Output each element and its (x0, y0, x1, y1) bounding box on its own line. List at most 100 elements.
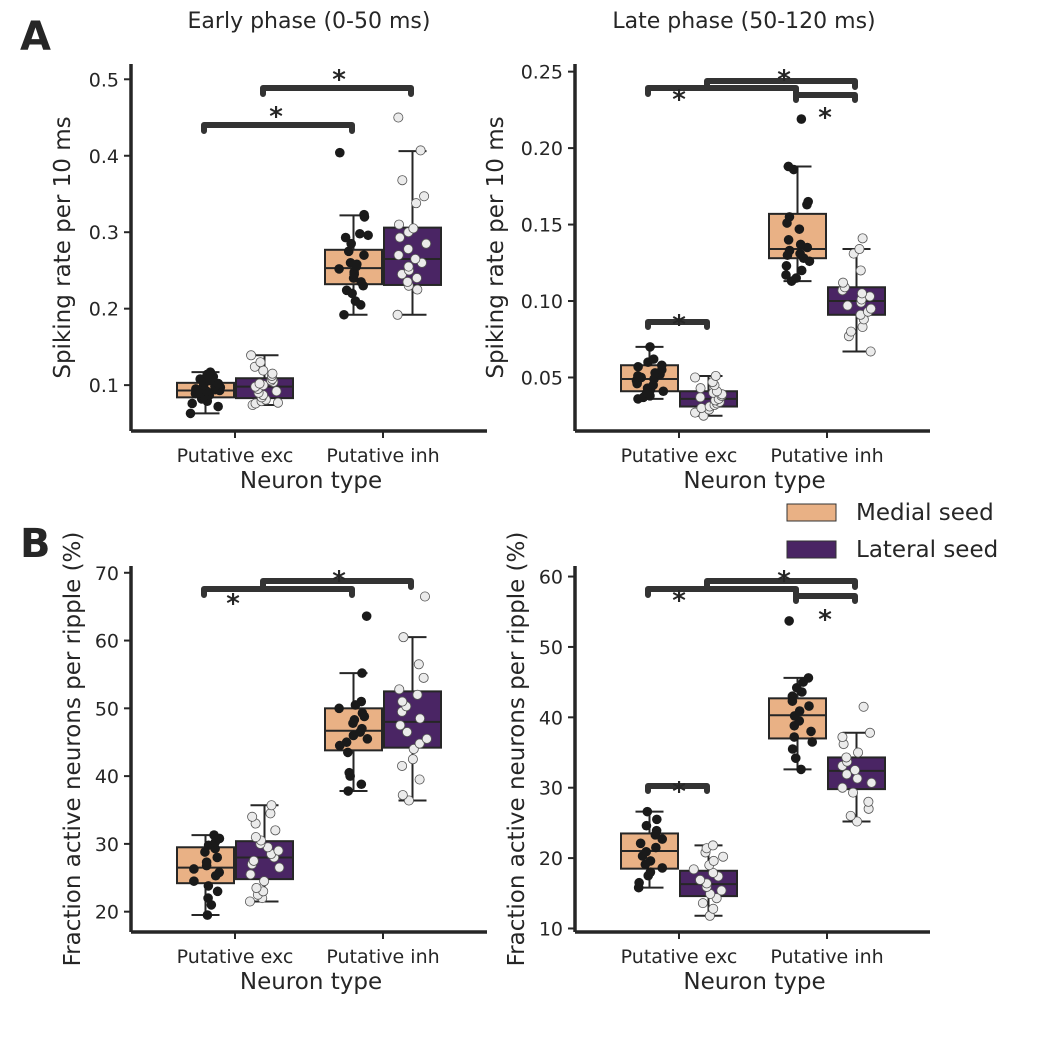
significance-bracket: * (645, 310, 710, 340)
bracket-line (645, 85, 799, 97)
data-point (394, 684, 405, 695)
data-point (857, 233, 868, 244)
data-point (690, 372, 701, 383)
y-tick-label: 40 (539, 707, 563, 729)
data-point (254, 378, 265, 389)
data-point (398, 632, 409, 643)
data-point (267, 368, 278, 379)
data-point (361, 611, 372, 621)
significance-star: * (818, 605, 832, 635)
data-point (633, 361, 643, 372)
data-point (397, 696, 408, 707)
significance-bracket: * (645, 85, 799, 115)
data-point (413, 659, 424, 670)
column-title-late: Late phase (50-120 ms) (612, 9, 875, 34)
data-point (419, 191, 430, 202)
y-tick-label: 50 (539, 637, 563, 659)
data-point (349, 715, 360, 725)
bracket-line (260, 578, 414, 590)
y-tick-label: 60 (539, 567, 563, 589)
data-point (255, 357, 266, 368)
data-point (806, 726, 816, 737)
box-lateral-inh (383, 112, 442, 320)
data-point (695, 383, 706, 394)
data-point (790, 753, 801, 763)
y-tick-label: 0.10 (521, 291, 563, 313)
x-tick-label: Putative inh (326, 946, 439, 968)
data-point (794, 224, 805, 234)
data-point (865, 346, 876, 357)
significance-bracket: * (645, 586, 799, 616)
data-point (412, 689, 423, 700)
significance-star: * (672, 777, 686, 807)
data-point (202, 910, 213, 920)
box-lateral-inh (383, 591, 442, 806)
box-lateral-exc (235, 800, 294, 907)
data-point (634, 877, 644, 888)
y-tick-label: 0.20 (521, 138, 563, 160)
x-tick-label: Putative exc (621, 946, 738, 968)
data-point (201, 857, 212, 867)
panel-letter-a: A (20, 14, 51, 60)
data-point (393, 112, 404, 123)
data-point (394, 232, 405, 243)
bracket-line (645, 586, 799, 598)
data-point (354, 228, 365, 239)
y-tick-label: 0.3 (89, 222, 119, 244)
bracket-line (793, 92, 858, 103)
data-point (395, 720, 406, 731)
bracket-line (201, 586, 355, 598)
data-point (244, 896, 255, 907)
bracket-line (645, 319, 710, 330)
data-point (658, 386, 669, 397)
data-point (707, 840, 718, 851)
data-point (789, 732, 800, 742)
data-point (783, 235, 794, 245)
data-point (357, 708, 368, 718)
data-point (359, 250, 369, 260)
data-point (344, 767, 355, 778)
data-point (848, 787, 859, 798)
y-tick-label: 0.5 (89, 69, 119, 91)
data-point (787, 691, 798, 702)
data-point (415, 145, 426, 156)
data-point (784, 212, 795, 222)
data-point (213, 378, 224, 389)
data-point (718, 851, 729, 862)
y-tick-label: 50 (95, 698, 119, 720)
significance-star: * (777, 65, 791, 95)
y-axis-label: Fraction active neurons per ripple (%) (504, 532, 530, 967)
data-point (696, 403, 707, 414)
data-point (791, 682, 802, 693)
x-axis-label: Neuron type (683, 969, 825, 995)
box-lateral-exc (679, 370, 738, 421)
significance-bracket: * (260, 566, 414, 596)
bracket-line (704, 578, 858, 590)
box-lateral-exc (235, 350, 294, 411)
iqr-box (324, 707, 383, 752)
data-point (657, 834, 668, 844)
significance-bracket: * (704, 65, 858, 95)
data-point (363, 230, 373, 241)
legend-label-lateral: Lateral seed (856, 537, 998, 563)
box-medial-inh (324, 147, 383, 320)
data-point (335, 147, 345, 158)
data-point (356, 779, 367, 790)
significance-star: * (818, 103, 832, 133)
significance-bracket: * (201, 102, 355, 134)
data-point (195, 374, 205, 384)
data-point (359, 209, 369, 220)
data-point (803, 673, 814, 683)
y-tick-label: 70 (95, 563, 119, 585)
data-point (345, 257, 356, 268)
data-point (784, 616, 794, 626)
x-axis-label: Neuron type (240, 468, 382, 494)
data-point (414, 774, 425, 785)
data-point (418, 672, 429, 683)
data-point (403, 244, 414, 255)
data-point (189, 864, 199, 874)
chart-panel-early-spiking: 0.1 0.2 0.3 0.4 0.5 Putative exc Putative inhN… (50, 64, 487, 494)
y-tick-label: 0.25 (521, 62, 563, 84)
significance-bracket: * (201, 586, 355, 619)
